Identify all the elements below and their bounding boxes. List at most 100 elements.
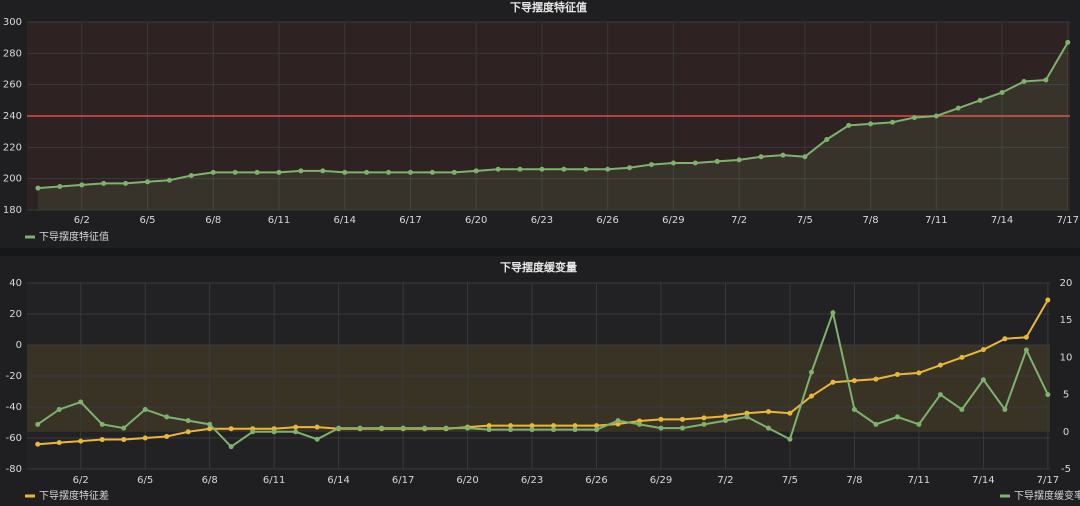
point xyxy=(851,406,857,412)
point xyxy=(916,421,922,427)
point xyxy=(701,421,707,427)
point xyxy=(422,425,428,431)
y2-tick-label: 0 xyxy=(1063,427,1069,438)
point xyxy=(658,416,664,422)
point xyxy=(517,166,523,172)
point xyxy=(142,406,148,412)
point xyxy=(364,169,370,175)
point xyxy=(121,425,127,431)
legend-label: 下导摆度特征差 xyxy=(39,489,109,502)
point xyxy=(529,427,535,433)
point xyxy=(787,436,793,442)
point xyxy=(276,169,282,175)
x-tick-label: 7/17 xyxy=(1057,215,1079,226)
point xyxy=(357,425,363,431)
point xyxy=(937,362,943,368)
x-tick-label: 7/11 xyxy=(925,215,947,226)
point xyxy=(679,416,685,422)
point xyxy=(293,429,299,435)
point xyxy=(999,90,1005,95)
point xyxy=(808,393,814,399)
legend-label: 下导摆度缓变率 xyxy=(1014,489,1080,502)
legend-label: 下导摆度特征值 xyxy=(39,230,109,243)
point xyxy=(722,413,728,419)
point xyxy=(873,421,879,427)
area xyxy=(37,42,1068,210)
point xyxy=(486,427,492,433)
x-tick-label: 6/8 xyxy=(202,475,218,486)
y-tick-label: 180 xyxy=(3,205,22,216)
point xyxy=(298,168,304,174)
point xyxy=(868,121,874,127)
x-tick-label: 6/17 xyxy=(392,475,414,486)
point xyxy=(207,421,213,427)
point xyxy=(873,376,879,382)
point xyxy=(121,437,127,443)
point xyxy=(271,429,277,435)
point xyxy=(99,437,105,443)
point xyxy=(443,425,449,431)
point xyxy=(980,347,986,353)
x-tick-label: 6/8 xyxy=(205,215,221,226)
y-tick-label: 300 xyxy=(3,17,22,28)
point xyxy=(551,423,557,429)
point xyxy=(166,177,172,183)
point xyxy=(210,169,216,175)
point xyxy=(473,168,479,174)
x-tick-label: 7/5 xyxy=(797,215,813,226)
point xyxy=(254,169,260,175)
point xyxy=(714,158,720,164)
point xyxy=(627,165,633,171)
point xyxy=(933,113,939,119)
point xyxy=(35,421,41,427)
y-tick-label: -20 xyxy=(6,371,22,382)
point xyxy=(744,410,750,416)
point xyxy=(1023,334,1029,340)
point xyxy=(594,423,600,429)
point xyxy=(314,424,320,430)
point xyxy=(320,168,326,174)
point xyxy=(78,438,84,444)
point xyxy=(250,429,256,435)
x-tick-label: 6/5 xyxy=(137,475,153,486)
point xyxy=(207,426,213,432)
x-tick-label: 6/11 xyxy=(268,215,290,226)
y2-tick-label: -5 xyxy=(1061,464,1071,475)
x-tick-label: 6/26 xyxy=(596,215,618,226)
point xyxy=(1065,39,1071,45)
point xyxy=(529,423,535,429)
y-tick-label: 20 xyxy=(9,309,22,320)
point xyxy=(78,399,84,405)
point xyxy=(894,371,900,377)
point xyxy=(56,440,62,446)
x-tick-label: 6/14 xyxy=(333,215,355,226)
x-tick-label: 7/8 xyxy=(863,215,879,226)
x-tick-label: 6/2 xyxy=(73,475,89,486)
y2-tick-label: 15 xyxy=(1060,315,1073,326)
x-tick-label: 6/20 xyxy=(465,215,487,226)
x-tick-label: 7/2 xyxy=(731,215,747,226)
y2-tick-label: 20 xyxy=(1060,278,1073,289)
point xyxy=(561,166,567,172)
point xyxy=(232,169,238,175)
point xyxy=(572,427,578,433)
point xyxy=(451,169,457,175)
point xyxy=(429,169,435,175)
point xyxy=(495,166,501,172)
point xyxy=(465,425,471,431)
y2-tick-label: 5 xyxy=(1063,390,1069,401)
point xyxy=(615,418,621,424)
point xyxy=(123,180,129,186)
point xyxy=(99,421,105,427)
point xyxy=(787,410,793,416)
point xyxy=(959,354,965,360)
y-tick-label: -60 xyxy=(6,433,22,444)
x-tick-label: 6/29 xyxy=(662,215,684,226)
x-tick-label: 6/11 xyxy=(263,475,285,486)
point xyxy=(679,425,685,431)
point xyxy=(1021,79,1027,85)
point xyxy=(744,414,750,420)
point xyxy=(508,427,514,433)
x-tick-label: 6/14 xyxy=(327,475,349,486)
